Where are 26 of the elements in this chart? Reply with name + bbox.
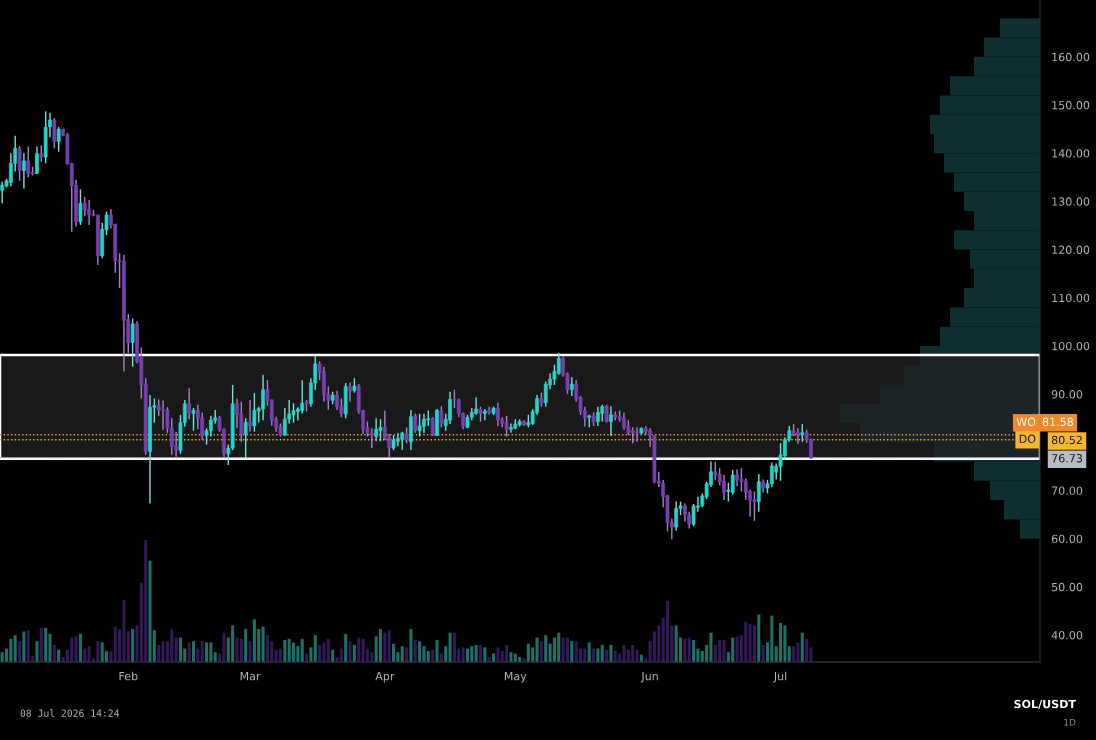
y-tick-label: 76.73 [1052,454,1083,463]
y-tick-label: 110.00 [1052,293,1090,303]
y-tick-label: 90.00 [1051,390,1083,399]
ref-line-label: DO [1019,434,1036,444]
text: 1D [1064,718,1076,726]
x-tick-label: Jun [640,672,658,683]
y-tick-label: 80.52 [1051,435,1082,445]
legend-label: WO [1016,417,1036,427]
y-tick-label: 60.00 [1051,534,1083,544]
text: 81.58 [1042,417,1074,427]
x-tick-label: Jul [773,671,787,683]
y-tick-label: 150.00 [1052,101,1090,110]
y-tick-label: 70.00 [1052,486,1083,495]
y-tick-label: 100.00 [1052,341,1090,351]
y-tick-label: 140.00 [1052,149,1090,158]
x-tick-label: Apr [375,672,395,683]
x-tick-label: Mar [240,672,261,681]
y-tick-label: 160.00 [1052,52,1090,62]
y-tick-label: 130.00 [1052,197,1090,206]
y-tick-label: 40.00 [1051,630,1083,640]
y-tick-label: 50.00 [1051,582,1083,592]
text: 08 Jul 2026 14:24 [20,709,120,717]
x-tick-label: May [504,672,527,683]
y-tick-label: 120.00 [1052,245,1090,254]
text: SOL/USDT [1014,699,1076,710]
x-tick-label: Feb [119,671,138,681]
